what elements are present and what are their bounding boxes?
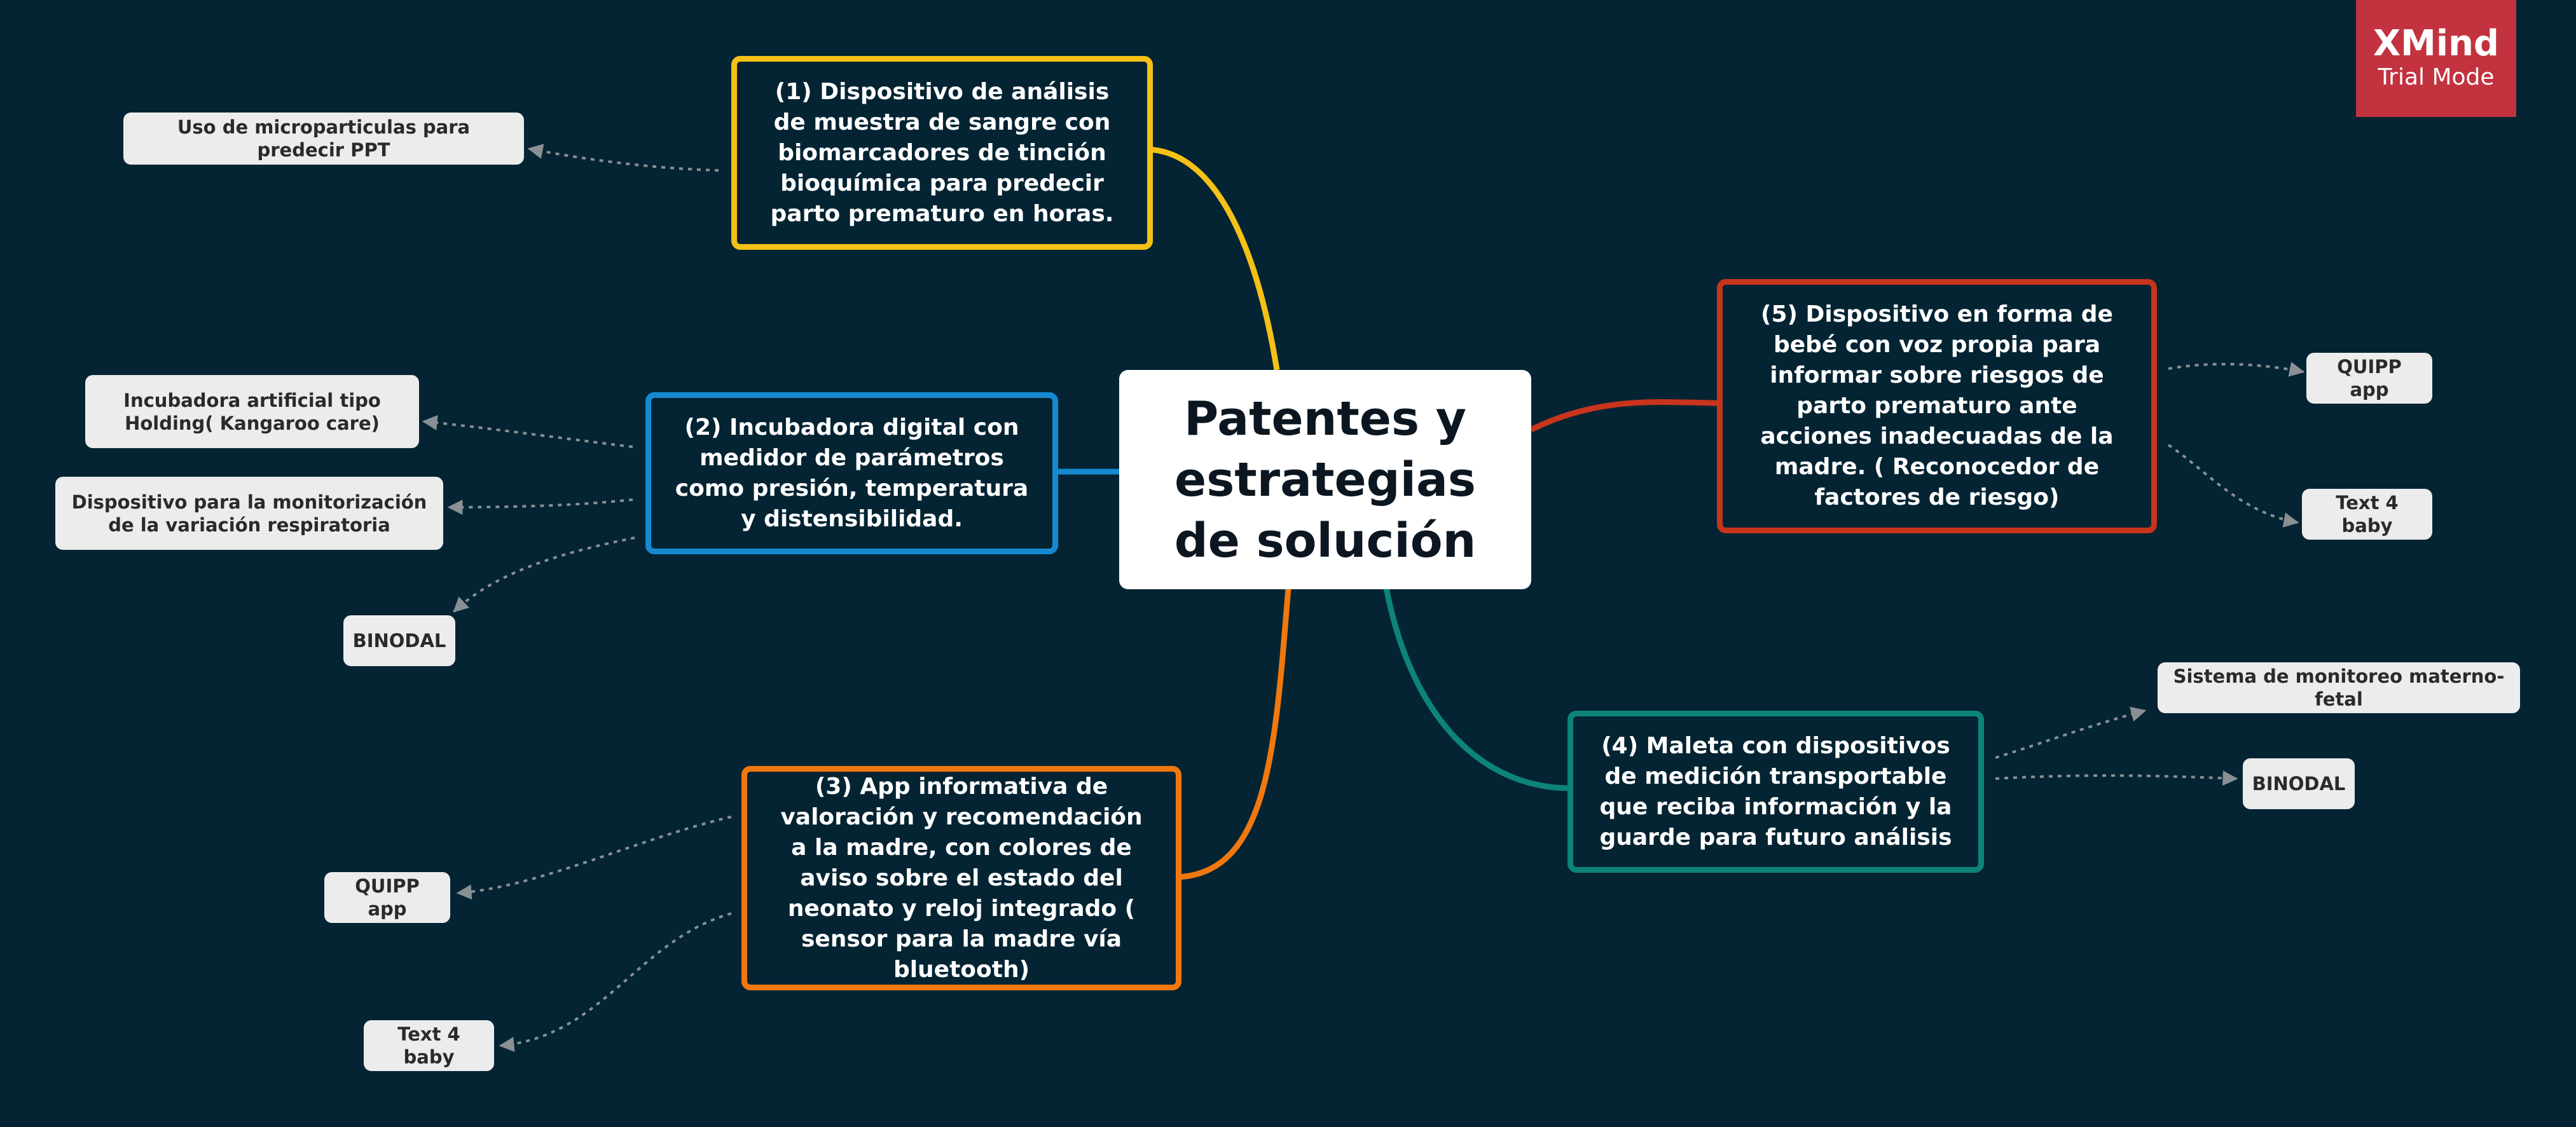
- subtopic-2-1[interactable]: Incubadora artificial tipo Holding( Kang…: [85, 375, 419, 448]
- subtopic-label: Uso de microparticulas para predecir PPT: [177, 116, 471, 161]
- subtopic-label: Text 4 baby: [397, 1023, 460, 1068]
- subtopic-label: Dispositivo para la monitorización de la…: [71, 491, 427, 536]
- subtopic-label: BINODAL: [352, 630, 446, 652]
- main-topic-1-label: (1) Dispositivo de análisis de muestra d…: [770, 78, 1114, 227]
- main-topic-5-label: (5) Dispositivo en forma de bebé con voz…: [1760, 301, 2114, 510]
- subtopic-3-2[interactable]: Text 4 baby: [364, 1020, 494, 1071]
- main-topic-3-label: (3) App informativa de valoración y reco…: [780, 773, 1143, 983]
- sub-connector-5a: [2168, 362, 2305, 377]
- sub-connector-1a: [527, 144, 719, 172]
- subtopic-4-2[interactable]: BINODAL: [2243, 758, 2355, 809]
- sub-connector-2c: [453, 536, 635, 613]
- sub-connector-3b: [499, 912, 732, 1052]
- subtopic-1-1[interactable]: Uso de microparticulas para predecir PPT: [123, 113, 524, 165]
- subtopic-label: QUIPP app: [355, 875, 420, 920]
- main-topic-1[interactable]: (1) Dispositivo de análisis de muestra d…: [731, 56, 1153, 250]
- watermark-subtitle: Trial Mode: [2378, 64, 2495, 90]
- subtopic-5-1[interactable]: QUIPP app: [2306, 353, 2432, 404]
- sub-connector-5b: [2167, 444, 2299, 528]
- branch-line-1: [1147, 146, 1280, 371]
- subtopic-label: BINODAL: [2252, 773, 2346, 795]
- main-topic-2[interactable]: (2) Incubadora digital con medidor de pa…: [645, 392, 1058, 554]
- main-topic-4-label: (4) Maleta con dispositivos de medición …: [1599, 732, 1952, 850]
- main-topic-3[interactable]: (3) App informativa de valoración y reco…: [741, 766, 1181, 990]
- sub-connector-3a: [456, 816, 732, 900]
- subtopic-4-1[interactable]: Sistema de monitoreo materno- fetal: [2158, 662, 2520, 713]
- main-topic-4[interactable]: (4) Maleta con dispositivos de medición …: [1567, 711, 1984, 873]
- sub-connector-4b: [1995, 770, 2238, 786]
- subtopic-label: QUIPP app: [2337, 356, 2402, 400]
- branch-line-5: [1529, 399, 1723, 433]
- sub-connector-2b: [447, 498, 633, 515]
- central-topic[interactable]: Patentes y estrategias de solución: [1119, 370, 1531, 589]
- xmind-trial-badge[interactable]: XMind Trial Mode: [2356, 0, 2516, 117]
- subtopic-5-2[interactable]: Text 4 baby: [2302, 489, 2432, 540]
- branch-line-4: [1383, 587, 1571, 791]
- branch-line-3: [1176, 587, 1291, 880]
- subtopic-label: Sistema de monitoreo materno- fetal: [2173, 666, 2505, 710]
- subtopic-label: Text 4 baby: [2336, 492, 2399, 536]
- subtopic-2-3[interactable]: BINODAL: [343, 615, 455, 666]
- subtopic-3-1[interactable]: QUIPP app: [324, 872, 450, 923]
- sub-connector-4a: [1995, 706, 2147, 759]
- subtopic-label: Incubadora artificial tipo Holding( Kang…: [123, 389, 381, 434]
- main-topic-5[interactable]: (5) Dispositivo en forma de bebé con voz…: [1717, 279, 2157, 533]
- sub-connector-2a: [422, 415, 633, 448]
- subtopic-2-2[interactable]: Dispositivo para la monitorización de la…: [55, 477, 443, 550]
- watermark-title: XMind: [2373, 23, 2500, 64]
- central-topic-label: Patentes y estrategias de solución: [1174, 391, 1477, 568]
- main-topic-2-label: (2) Incubadora digital con medidor de pa…: [675, 414, 1029, 532]
